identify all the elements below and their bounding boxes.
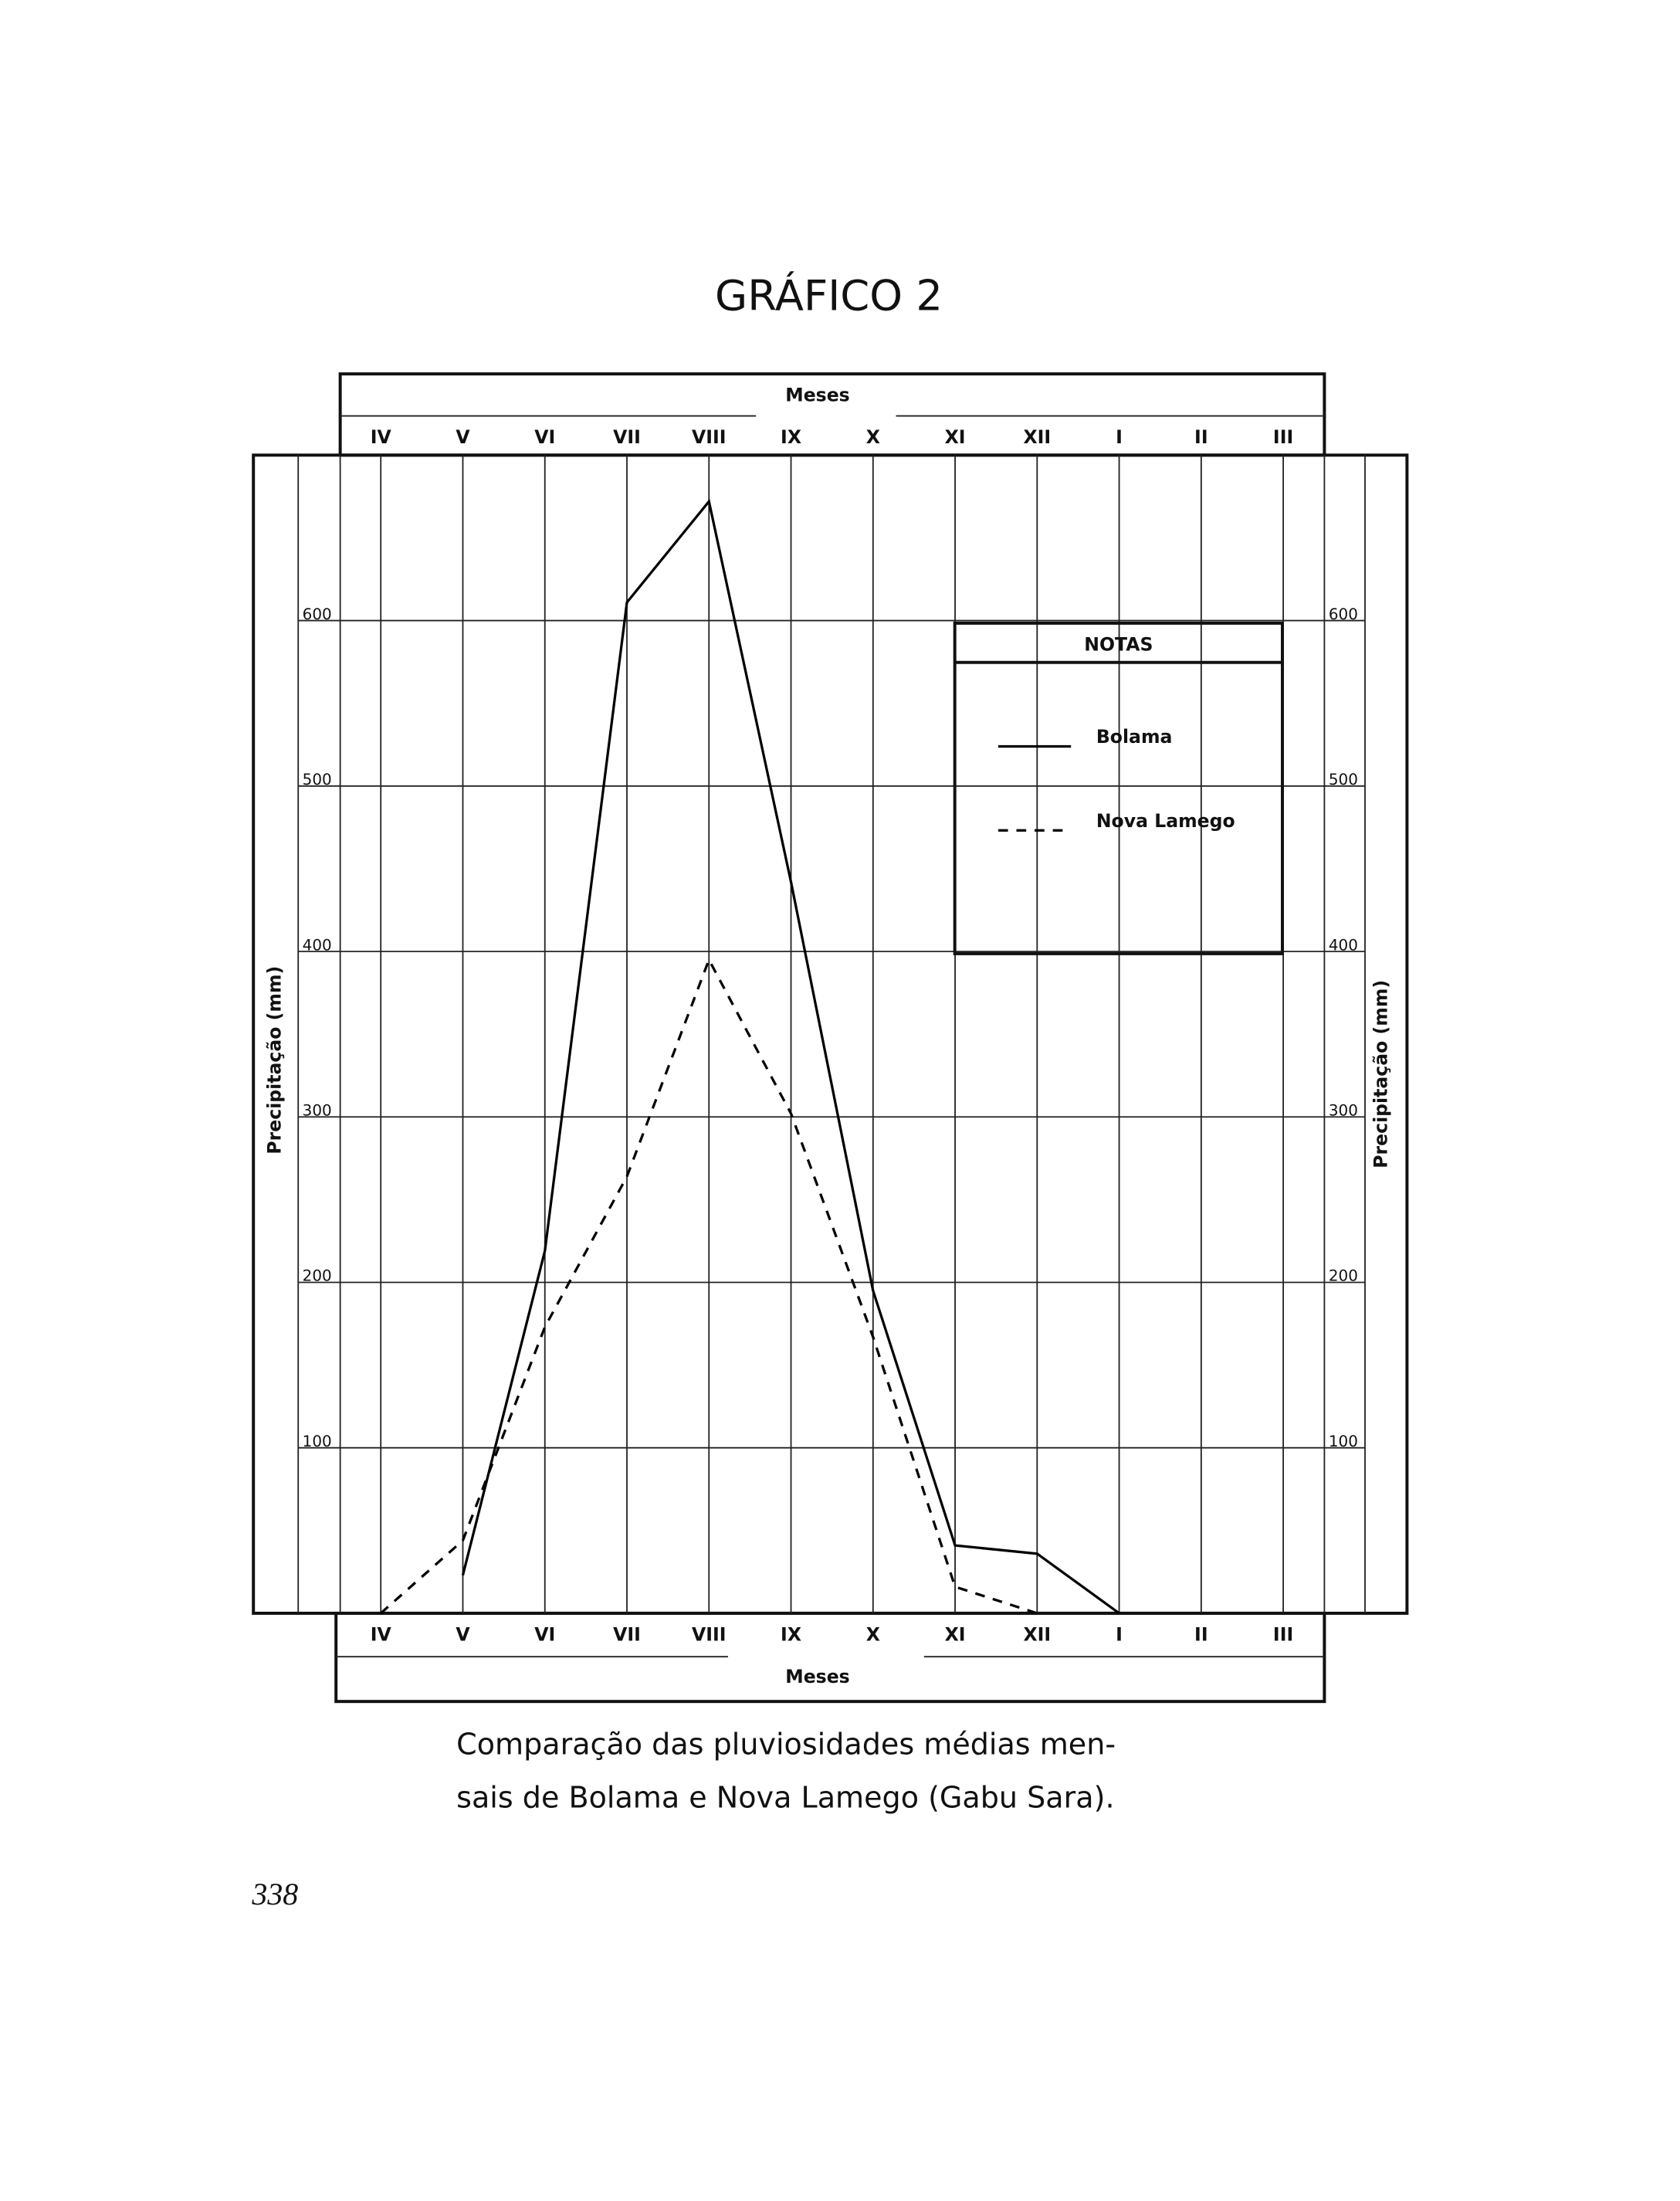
x-tick-label: IX [781, 426, 801, 448]
y-tick-label: 500 [1329, 770, 1358, 788]
y-tick-label: 600 [1329, 605, 1358, 623]
x-tick-label: XII [1023, 426, 1051, 448]
x-tick-label: V [456, 426, 470, 448]
caption: Comparação das pluviosidades médias men- [456, 1728, 1116, 1762]
legend-title: NOTAS [1084, 633, 1153, 655]
legend-label: Nova Lamego [1096, 810, 1235, 832]
x-tick-label: VI [534, 1623, 555, 1645]
y-axis-title: Precipitação (mm) [1370, 980, 1391, 1168]
x-tick-label: II [1194, 1623, 1208, 1645]
x-tick-label: IV [371, 426, 392, 448]
series-line [461, 498, 1120, 1615]
legend-box [953, 621, 1285, 955]
x-tick-label: III [1273, 426, 1293, 448]
y-tick-label: 100 [303, 1432, 332, 1450]
x-axis-title: Meses [785, 385, 849, 406]
y-tick-label: 100 [1329, 1432, 1358, 1450]
x-tick-label: VIII [692, 426, 727, 448]
x-tick-label: V [456, 1623, 470, 1645]
y-tick-label: 300 [1329, 1101, 1358, 1120]
plot-area: IV IV V V VI VI VII VII VIII VIII IX IX X X XI XI XII XII… [298, 426, 1365, 1645]
x-tick-label: IX [781, 1623, 801, 1645]
x-tick-label: XI [945, 426, 966, 448]
x-tick-label: IV [371, 1623, 392, 1645]
x-axis-title: Meses [785, 1666, 849, 1687]
x-tick-label: XI [945, 1623, 966, 1645]
x-tick-label: I [1116, 426, 1123, 448]
x-tick-label: III [1273, 1623, 1293, 1645]
x-tick-label: XII [1023, 1623, 1051, 1645]
x-tick-label: I [1116, 1623, 1123, 1645]
y-tick-label: 300 [303, 1101, 332, 1120]
y-tick-label: 500 [303, 770, 332, 788]
x-tick-label: VIII [692, 1623, 727, 1645]
x-tick-label: VI [534, 426, 555, 448]
y-tick-label: 400 [1329, 935, 1358, 954]
x-tick-label: X [866, 1623, 880, 1645]
series-line [380, 956, 1038, 1615]
y-tick-label: 200 [303, 1267, 332, 1285]
chart-title: GRÁFICO 2 [715, 270, 943, 320]
y-tick-label: 200 [1329, 1267, 1358, 1285]
caption: sais de Bolama e Nova Lamego (Gabu Sara)… [456, 1781, 1114, 1815]
y-tick-label: 600 [303, 605, 332, 623]
x-tick-label: VII [613, 426, 641, 448]
x-tick-label: X [866, 426, 880, 448]
x-tick-label: II [1194, 426, 1208, 448]
y-tick-label: 400 [303, 935, 332, 954]
y-axis-title: Precipitação (mm) [264, 966, 286, 1155]
legend-label: Bolama [1096, 726, 1173, 748]
legend: Bolama Nova Lamego [998, 726, 1235, 832]
x-tick-label: VII [613, 1623, 641, 1645]
page-number: 338 [251, 1877, 298, 1911]
